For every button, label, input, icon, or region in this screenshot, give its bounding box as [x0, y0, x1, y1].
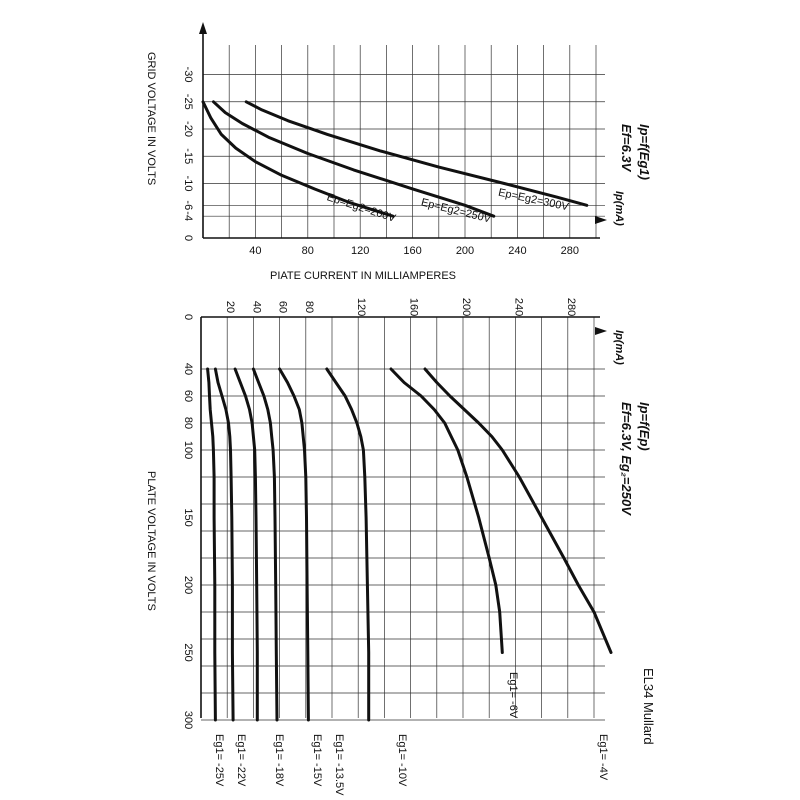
current-tick-label: 60: [277, 301, 289, 313]
current-tick-label: 240: [508, 245, 526, 257]
series-curve: [233, 367, 259, 722]
tube-brand-label: EL34 Mullard: [641, 668, 656, 745]
current-tick-label: 200: [456, 245, 474, 257]
plate-characteristic-chart: 0 40 60 80 100 150 200 250 300 20 40 60 80 120 160 200…: [145, 298, 652, 796]
current-tick-label: 200: [460, 298, 472, 316]
series-label: Eg1= -18V: [273, 734, 285, 787]
series-label: Eg1= -15V: [311, 734, 323, 787]
series-label: Eg1= -25V: [213, 734, 225, 787]
plate-voltage-tick-label: 150: [182, 508, 194, 526]
grid-voltage-tick-label: -10: [182, 176, 194, 192]
transfer-characteristic-chart: 40 80 120 160 200 240 280 0 -4-6 -10 -15 -20 -25 -30…: [145, 22, 652, 282]
current-tick-label: 80: [303, 301, 315, 313]
series-label: Ep=Eg2=250V: [420, 197, 493, 226]
bottom-chart-series-labels: Eg1= -4V Eg1= -6V Eg1= -10V Eg1= -13.5V Eg1=…: [213, 672, 609, 796]
top-chart-x-axis-label: PIATE CURRENT IN MILLIAMPERES: [270, 270, 456, 282]
top-chart-title-line2: Ef=6.3V: [619, 124, 634, 173]
top-chart-grid: [202, 26, 605, 239]
bottom-chart-current-ticks: 20 40 60 80 120 160 200 240 280: [224, 298, 577, 316]
plate-voltage-tick-label: 100: [182, 441, 194, 459]
series-curve: [278, 367, 310, 722]
current-tick-label: 240: [512, 298, 524, 316]
grid-voltage-tick-label: -20: [182, 121, 194, 137]
series-curve: [251, 367, 279, 722]
series-curve: [389, 367, 504, 654]
current-tick-label: 120: [355, 298, 367, 316]
series-curve: [244, 100, 589, 207]
series-label: Ep=Eg2=200V: [325, 191, 397, 225]
top-chart-curves: [201, 100, 589, 218]
series-label: Eg1= -13.5V: [333, 734, 345, 796]
top-chart-title-line1: Ip=f(Eg1): [637, 124, 652, 180]
current-tick-label: 120: [351, 245, 369, 257]
grid-voltage-tick-label: 0: [182, 235, 194, 241]
series-label: Eg1= -10V: [396, 734, 408, 787]
bottom-chart-title-line1: Ip=f(Ep): [637, 402, 652, 451]
top-right-axis-arrow: [595, 216, 607, 224]
bottom-chart-curves: [206, 367, 613, 722]
top-chart-x-unit-label: Ip(mA): [613, 191, 625, 226]
series-label: Eg1= -6V: [507, 672, 519, 719]
top-chart-y-axis-label: GRID VOLTAGE IN VOLTS: [145, 52, 157, 185]
series-curve: [325, 367, 371, 722]
plate-voltage-tick-label: 60: [182, 390, 194, 402]
current-tick-label: 20: [224, 301, 236, 313]
grid-voltage-tick-label: -6: [182, 200, 194, 210]
series-label: Eg1= -22V: [235, 734, 247, 787]
plate-voltage-tick-label: 80: [182, 417, 194, 429]
bottom-chart-title-line2: Ef=6.3V, Eg₂=250V: [619, 402, 634, 516]
plate-voltage-tick-label: 250: [182, 643, 194, 661]
series-curve: [423, 367, 613, 654]
current-tick-label: 80: [302, 245, 314, 257]
current-tick-label: 160: [403, 245, 421, 257]
plate-voltage-tick-label: 200: [182, 576, 194, 594]
current-tick-label: 280: [565, 298, 577, 316]
bottom-right-axis-arrow: [595, 327, 607, 335]
series-curve: [206, 367, 217, 722]
grid-voltage-tick-label: -30: [182, 67, 194, 83]
current-tick-label: 160: [408, 298, 420, 316]
bottom-chart-grid: [200, 316, 605, 721]
current-tick-label: 280: [561, 245, 579, 257]
plate-voltage-tick-label: 40: [182, 363, 194, 375]
top-axis-arrow: [199, 22, 207, 34]
bottom-chart-x-axis-label: PLATE VOLTAGE IN VOLTS: [145, 471, 157, 611]
grid-voltage-tick-label: -15: [182, 148, 194, 164]
series-curve: [212, 100, 496, 218]
series-curve: [213, 367, 235, 722]
current-tick-label: 40: [249, 245, 261, 257]
current-tick-label: 40: [250, 301, 262, 313]
plate-voltage-tick-label: 300: [182, 711, 194, 729]
top-chart-current-ticks: 40 80 120 160 200 240 280: [249, 245, 579, 257]
series-curve: [201, 100, 395, 218]
plate-voltage-tick-label: 0: [182, 314, 194, 320]
bottom-chart-y-unit-label: Ip(mA): [613, 330, 625, 365]
top-chart-grid-voltage-ticks: 0 -4-6 -10 -15 -20 -25 -30: [182, 67, 194, 242]
bottom-chart-plate-voltage-ticks: 0 40 60 80 100 150 200 250 300: [182, 314, 194, 729]
grid-voltage-tick-label: -4: [182, 211, 194, 221]
series-label: Eg1= -4V: [597, 734, 609, 781]
grid-voltage-tick-label: -25: [182, 94, 194, 110]
